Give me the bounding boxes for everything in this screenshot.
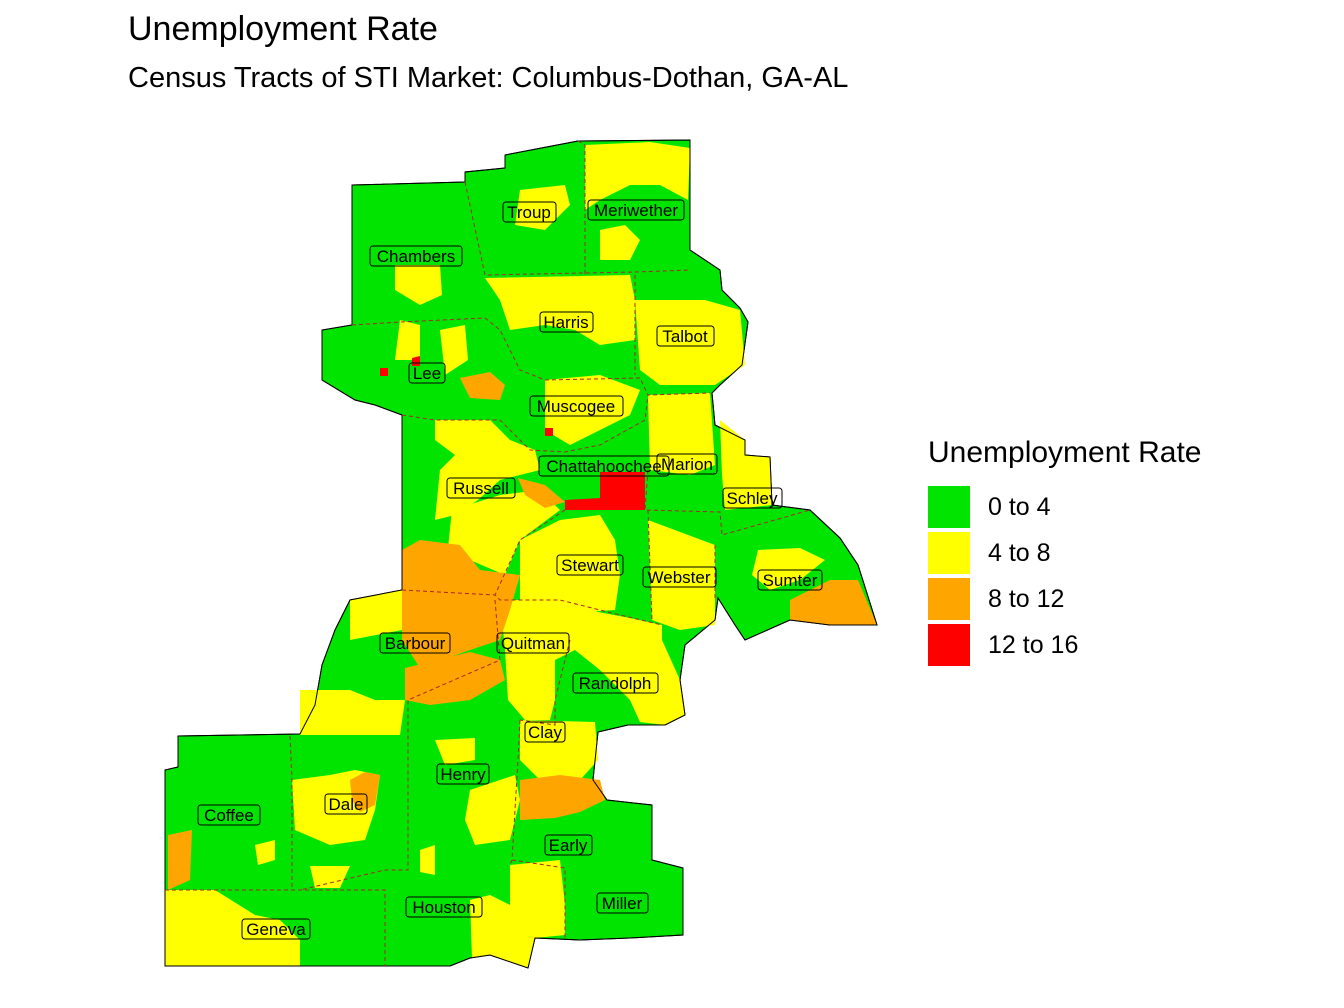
- svg-text:Schley: Schley: [726, 489, 778, 508]
- svg-text:Sumter: Sumter: [763, 571, 818, 590]
- county-label-dale: Dale: [324, 793, 368, 815]
- county-label-geneva: Geneva: [241, 918, 311, 940]
- map-subtitle: Census Tracts of STI Market: Columbus-Do…: [128, 62, 849, 94]
- county-label-lee: Lee: [408, 362, 446, 384]
- svg-text:Randolph: Randolph: [579, 674, 652, 693]
- svg-text:Early: Early: [549, 836, 588, 855]
- county-labels: Troup Meriwether Chambers Harris Talbot …: [197, 199, 823, 940]
- red-regions: [380, 356, 645, 510]
- svg-text:Troup: Troup: [507, 203, 551, 222]
- county-label-sumter: Sumter: [757, 569, 823, 591]
- svg-text:Dale: Dale: [329, 795, 364, 814]
- legend-title: Unemployment Rate: [928, 436, 1202, 469]
- region-fills: [164, 139, 878, 969]
- county-label-russell: Russell: [446, 477, 516, 499]
- legend-label: 12 to 16: [988, 630, 1079, 659]
- map-title: Unemployment Rate: [128, 10, 438, 48]
- svg-text:Clay: Clay: [528, 723, 563, 742]
- svg-text:Miller: Miller: [602, 894, 643, 913]
- county-label-stewart: Stewart: [556, 554, 624, 576]
- county-label-henry: Henry: [436, 763, 490, 785]
- svg-text:Russell: Russell: [453, 479, 509, 498]
- legend-swatch: [928, 532, 970, 574]
- svg-text:Houston: Houston: [412, 898, 475, 917]
- legend-swatch: [928, 578, 970, 620]
- svg-text:Meriwether: Meriwether: [594, 201, 678, 220]
- svg-text:Chambers: Chambers: [377, 247, 455, 266]
- legend-swatch: [928, 486, 970, 528]
- svg-text:Chattahoochee: Chattahoochee: [546, 457, 661, 476]
- legend-label: 0 to 4: [988, 492, 1051, 521]
- county-label-clay: Clay: [524, 721, 566, 743]
- svg-text:Quitman: Quitman: [501, 634, 565, 653]
- svg-text:Barbour: Barbour: [385, 634, 446, 653]
- svg-text:Muscogee: Muscogee: [537, 397, 615, 416]
- county-label-troup: Troup: [502, 201, 557, 223]
- county-label-miller: Miller: [596, 892, 649, 914]
- legend-item: 0 to 4: [928, 484, 1201, 530]
- county-label-early: Early: [544, 834, 593, 856]
- legend: Unemployment Rate 0 to 4 4 to 8 8 to 12 …: [928, 436, 1201, 668]
- legend-item: 8 to 12: [928, 576, 1201, 622]
- county-label-schley: Schley: [722, 487, 783, 509]
- county-label-talbot: Talbot: [656, 325, 715, 347]
- orange-regions: [168, 372, 877, 890]
- county-label-webster: Webster: [642, 566, 717, 588]
- county-label-randolph: Randolph: [572, 672, 659, 694]
- legend-label: 4 to 8: [988, 538, 1051, 567]
- svg-text:Marion: Marion: [661, 455, 713, 474]
- county-label-meriwether: Meriwether: [587, 199, 685, 221]
- county-label-coffee: Coffee: [197, 804, 261, 826]
- legend-item: 4 to 8: [928, 530, 1201, 576]
- legend-swatch: [928, 624, 970, 666]
- svg-text:Geneva: Geneva: [246, 920, 306, 939]
- legend-label: 8 to 12: [988, 584, 1065, 613]
- county-label-quitman: Quitman: [496, 632, 570, 654]
- county-label-chambers: Chambers: [369, 245, 463, 267]
- svg-text:Stewart: Stewart: [561, 556, 619, 575]
- legend-item: 12 to 16: [928, 622, 1201, 668]
- svg-text:Harris: Harris: [543, 313, 588, 332]
- svg-text:Lee: Lee: [413, 364, 441, 383]
- county-boundaries: [165, 140, 811, 966]
- yellow-regions: [165, 142, 825, 968]
- svg-text:Henry: Henry: [440, 765, 486, 784]
- county-label-muscogee: Muscogee: [529, 395, 624, 417]
- county-label-harris: Harris: [539, 311, 594, 333]
- county-label-barbour: Barbour: [379, 632, 451, 654]
- svg-text:Coffee: Coffee: [204, 806, 254, 825]
- county-label-marion: Marion: [656, 453, 718, 475]
- svg-text:Talbot: Talbot: [662, 327, 708, 346]
- county-label-chattahoochee: Chattahoochee: [538, 455, 670, 477]
- county-label-houston: Houston: [405, 896, 483, 918]
- svg-text:Webster: Webster: [648, 568, 711, 587]
